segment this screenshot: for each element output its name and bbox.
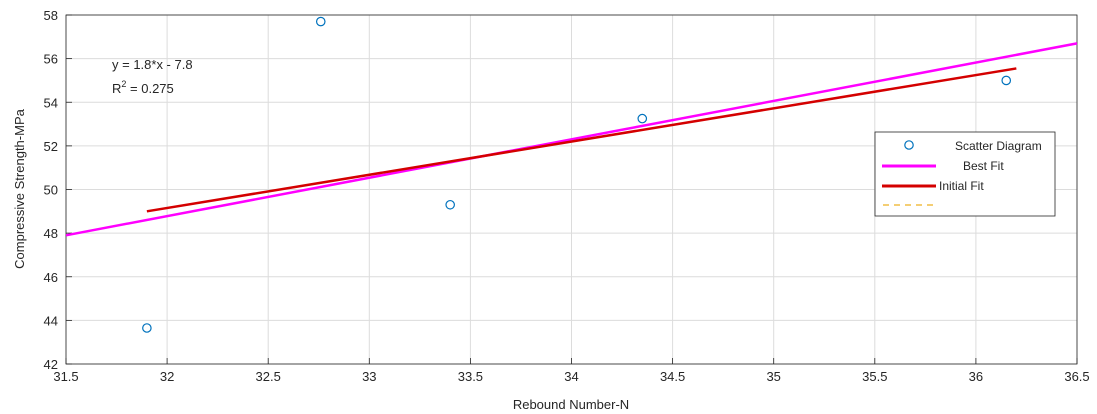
y-tick-label: 44 (44, 313, 58, 328)
x-tick-label: 33.5 (458, 369, 483, 384)
x-axis-label: Rebound Number-N (513, 397, 629, 412)
x-tick-label: 35 (766, 369, 780, 384)
y-tick-label: 54 (44, 95, 58, 110)
legend-label-scatter: Scatter Diagram (955, 139, 1042, 153)
x-tick-label: 34.5 (660, 369, 685, 384)
y-axis-label: Compressive Strength-MPa (12, 108, 27, 268)
r-squared-text: R2 = 0.275 (112, 79, 174, 96)
x-tick-label: 36.5 (1064, 369, 1089, 384)
y-tick-label: 42 (44, 357, 58, 372)
legend-label-best-fit: Best Fit (963, 159, 1004, 173)
scatter-point (142, 323, 152, 333)
legend: Scatter Diagram Best Fit Initial Fit (874, 131, 1056, 217)
fit-annotation: y = 1.8*x - 7.8 R2 = 0.275 (112, 57, 193, 96)
fit-equation: y = 1.8*x - 7.8 (112, 57, 193, 72)
y-axis-ticks: 42 44 46 48 50 52 54 56 58 (44, 8, 72, 372)
x-tick-label: 33 (362, 369, 376, 384)
y-tick-label: 58 (44, 8, 58, 23)
y-tick-label: 52 (44, 139, 58, 154)
legend-label-initial-fit: Initial Fit (939, 179, 984, 193)
legend-marker-scatter (904, 140, 914, 150)
x-tick-label: 32.5 (256, 369, 281, 384)
scatter-point (445, 199, 455, 210)
scatter-point (637, 113, 648, 124)
x-tick-label: 34 (564, 369, 578, 384)
y-tick-label: 48 (44, 226, 58, 241)
x-tick-label: 32 (160, 369, 174, 384)
x-axis-ticks: 31.5 32 32.5 33 33.5 34 34.5 35 35.5 36 36.5 (53, 358, 1090, 384)
scatter-point (315, 16, 326, 27)
y-tick-label: 50 (44, 183, 58, 198)
series-line-2 (146, 67, 1017, 213)
x-tick-label: 36 (969, 369, 983, 384)
series-layer (65, 16, 1078, 333)
y-tick-label: 46 (44, 270, 58, 285)
x-tick-label: 35.5 (862, 369, 887, 384)
y-tick-label: 56 (44, 52, 58, 67)
scatter-point (1001, 75, 1012, 86)
series-line-1 (65, 42, 1078, 237)
x-tick-label: 31.5 (53, 369, 78, 384)
